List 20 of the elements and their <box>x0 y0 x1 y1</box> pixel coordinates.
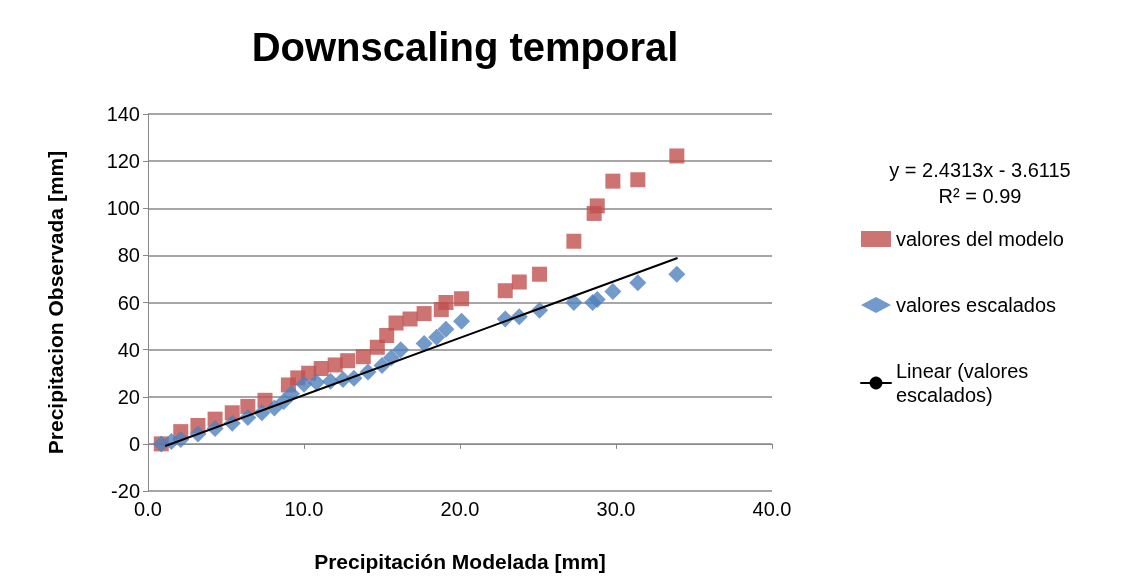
y-tick-label: 120 <box>106 150 140 173</box>
x-tick-label: 40.0 <box>752 498 792 520</box>
y-tick-label: 40 <box>117 338 140 361</box>
legend-label: Linear (valores escalados) <box>896 360 1034 406</box>
y-tick-label: 20 <box>117 385 140 408</box>
chart-title: Downscaling temporal <box>251 25 679 69</box>
x-tick-label: 30.0 <box>596 498 636 520</box>
y-tick-label: 0 <box>128 432 140 455</box>
legend-label: valores del modelo <box>896 228 1064 250</box>
y-tick-label: 60 <box>117 291 140 314</box>
y-axis-title: Precipitacion Observada [mm] <box>44 150 67 455</box>
text: R² = 0.99 <box>938 185 1022 207</box>
x-tick-label: 10.0 <box>284 498 324 520</box>
x-axis-title: Precipitación Modelada [mm] <box>314 550 606 573</box>
legend-label: valores escalados <box>896 294 1057 316</box>
y-tick-label: 80 <box>117 244 140 267</box>
x-tick-label: 20.0 <box>440 498 480 520</box>
y-tick-label: 100 <box>106 197 140 220</box>
text: y = 2.4313x - 3.6115 <box>889 159 1071 181</box>
y-tick-label: 140 <box>106 103 140 125</box>
